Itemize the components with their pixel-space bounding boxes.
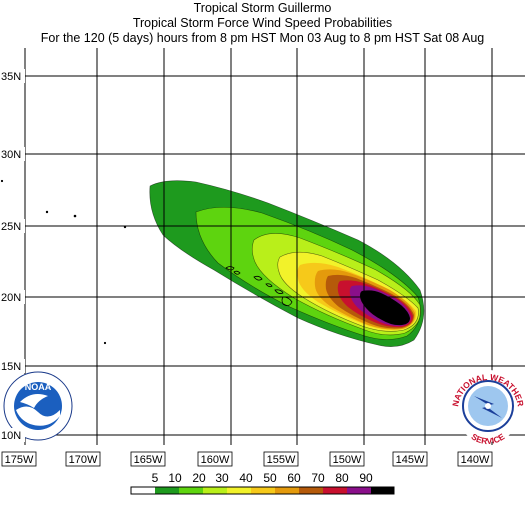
legend-swatch — [155, 487, 179, 494]
noaa-logo-text: NOAA — [25, 382, 52, 392]
legend-label: 20 — [192, 471, 206, 485]
legend-swatch — [275, 487, 299, 494]
legend-swatch — [179, 487, 203, 494]
legend-swatch — [251, 487, 275, 494]
legend-label: 40 — [239, 471, 253, 485]
lon-label: 160W — [201, 454, 230, 466]
legend-swatch — [227, 487, 251, 494]
lat-label: 25N — [1, 221, 21, 233]
legend-label: 70 — [311, 471, 325, 485]
legend-labels: 5 10 20 30 40 50 60 70 80 90 — [0, 471, 525, 487]
lon-label: 155W — [267, 454, 296, 466]
legend-label: 5 — [151, 471, 159, 485]
legend-swatch — [347, 487, 371, 494]
contour-90 — [360, 290, 410, 326]
legend-swatch — [371, 487, 394, 494]
legend-swatch — [131, 487, 155, 494]
probability-contours — [149, 180, 425, 347]
time-period: For the 120 (5 days) hours from 8 pm HST… — [40, 31, 485, 45]
legend-label: 60 — [287, 471, 301, 485]
lon-label: 150W — [333, 454, 362, 466]
longitude-labels: 175W 170W 165W 160W 155W 150W 145W 140W — [1, 451, 493, 467]
legend-swatch — [299, 487, 323, 494]
hawaiian-islands — [0, 179, 293, 345]
latitude-labels: 35N 30N 25N 20N 15N 10N — [0, 69, 25, 442]
nws-logo-text-bottom: SERVICE — [470, 431, 507, 446]
nws-logo-icon: NATIONAL WEATHER SERVICE — [450, 370, 525, 446]
legend-swatch — [203, 487, 227, 494]
lat-label: 35N — [1, 71, 21, 83]
lon-label: 175W — [5, 454, 34, 466]
lat-label: 15N — [1, 361, 21, 373]
lat-label: 20N — [1, 292, 21, 304]
svg-text:SERVICE: SERVICE — [470, 431, 507, 446]
noaa-logo-icon: NOAA — [3, 371, 73, 441]
lon-label: 165W — [134, 454, 163, 466]
graticule — [24, 48, 525, 445]
legend-label: 90 — [359, 471, 373, 485]
legend-label: 30 — [215, 471, 229, 485]
lon-label: 145W — [396, 454, 425, 466]
title-block: Tropical Storm Guillermo Tropical Storm … — [0, 0, 525, 46]
legend-label: 50 — [263, 471, 277, 485]
lat-label: 30N — [1, 149, 21, 161]
legend-label: 80 — [335, 471, 349, 485]
lon-label: 170W — [69, 454, 98, 466]
legend-label: 10 — [168, 471, 182, 485]
color-legend — [130, 486, 395, 495]
lon-label: 140W — [461, 454, 490, 466]
storm-name: Tropical Storm Guillermo — [193, 1, 332, 15]
product-title: Tropical Storm Force Wind Speed Probabil… — [132, 16, 393, 30]
legend-swatch — [323, 487, 347, 494]
lat-label: 10N — [1, 430, 21, 442]
